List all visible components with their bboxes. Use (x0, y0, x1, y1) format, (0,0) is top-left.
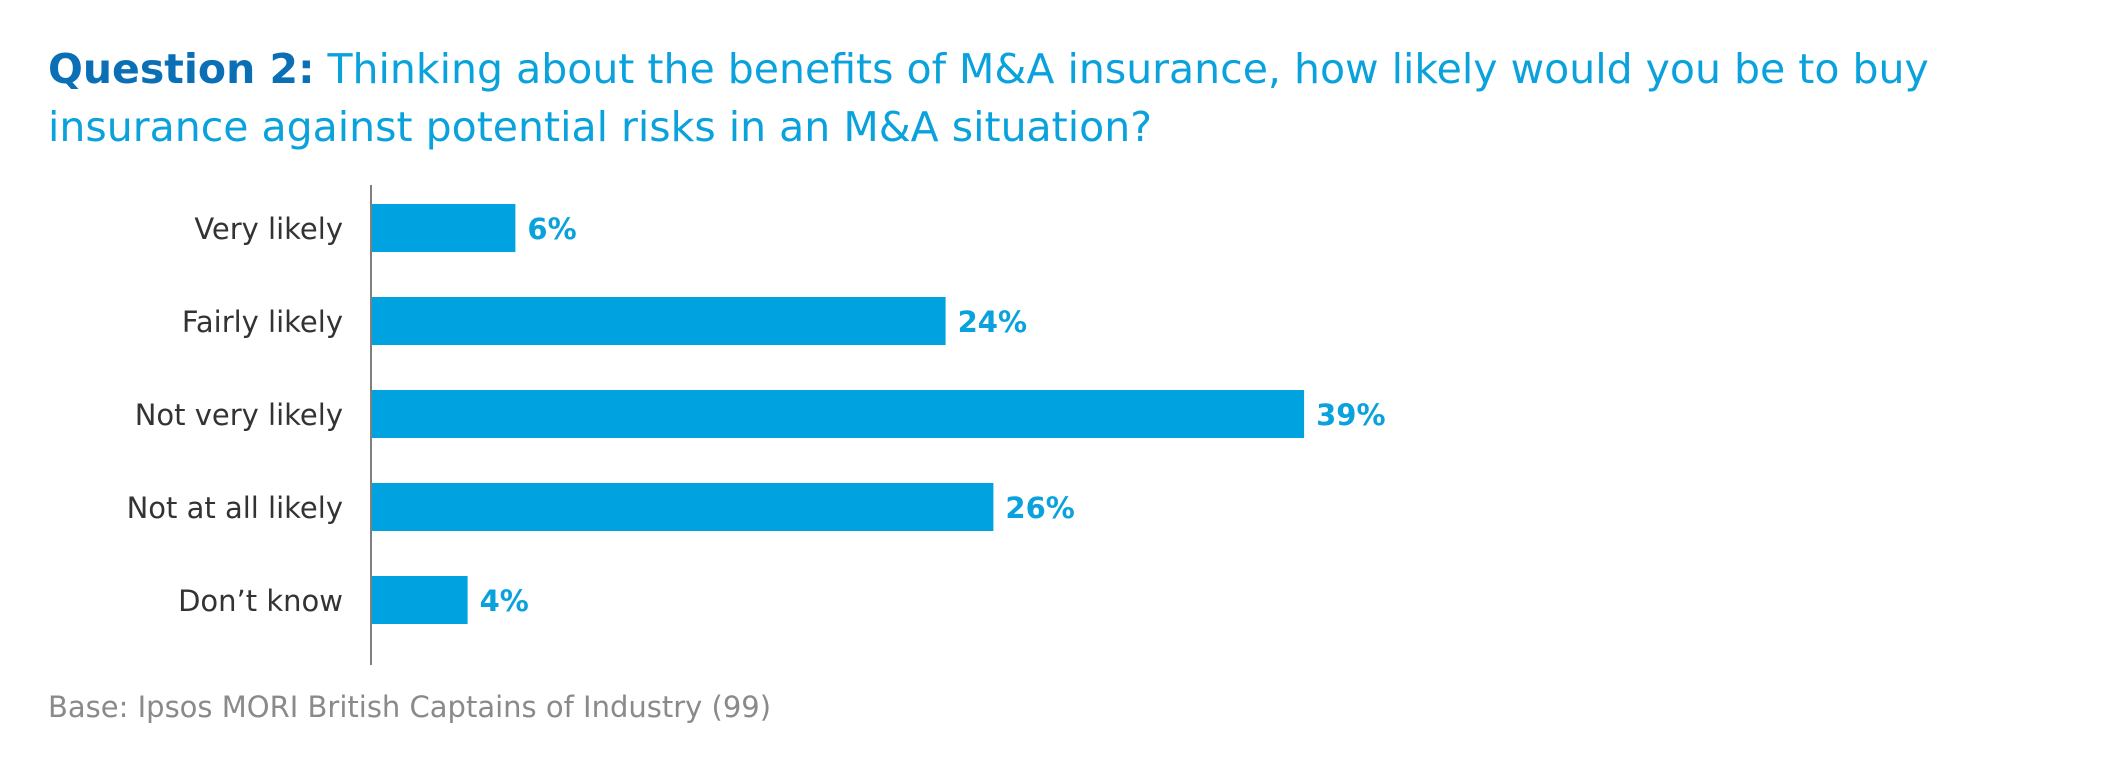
value-label: 6% (527, 212, 576, 246)
bar (372, 390, 1305, 438)
question-text: Thinking about the benefits of M&A insur… (48, 45, 1929, 151)
value-label: 26% (1005, 491, 1074, 525)
category-label: Not very likely (135, 398, 343, 432)
bar-chart: Very likely 6% Fairly likely 24% Not very li… (127, 185, 1386, 665)
value-label: 24% (958, 305, 1027, 339)
bar (372, 204, 516, 252)
chart-title: Question 2: Thinking about the benefits … (48, 40, 2008, 156)
category-label: Not at all likely (127, 491, 343, 525)
value-label: 39% (1316, 398, 1385, 432)
category-label: Very likely (194, 212, 343, 246)
base-footnote: Base: Ipsos MORI British Captains of Ind… (48, 690, 772, 724)
value-label: 4% (480, 584, 529, 618)
bar (372, 576, 468, 624)
bar (372, 297, 946, 345)
bar (372, 483, 994, 531)
question-number: Question 2: (48, 45, 315, 93)
category-label: Fairly likely (182, 305, 343, 339)
category-label: Don’t know (178, 584, 343, 618)
